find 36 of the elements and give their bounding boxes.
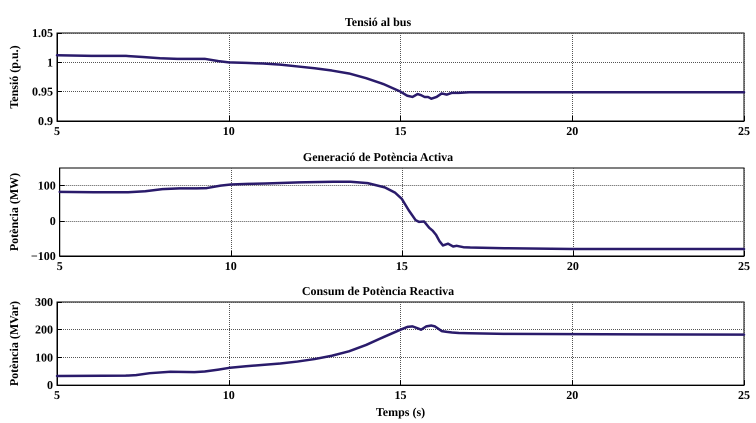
y-tick-label: 0 <box>47 378 53 392</box>
x-tick-label: 5 <box>56 259 63 273</box>
line-series <box>58 180 746 250</box>
x-tick-label: 5 <box>54 388 60 402</box>
y-tick-label: 0 <box>50 214 56 228</box>
y-tick-label: 100 <box>35 350 53 364</box>
x-tick-label: 20 <box>566 388 578 402</box>
x-tick-label: 15 <box>396 259 408 273</box>
x-tick-label: 25 <box>738 259 750 273</box>
x-tick-label: 25 <box>738 124 750 138</box>
line-series <box>56 54 746 100</box>
y-tick-label: 200 <box>35 322 53 337</box>
y-tick-label: −100 <box>30 249 56 263</box>
x-tick-label: 10 <box>222 124 235 138</box>
chart-title: Consum de Potència Reactiva <box>302 284 454 298</box>
y-tick-label: 0.95 <box>32 84 53 99</box>
x-tick-label: 20 <box>566 124 578 138</box>
x-tick-label: 10 <box>224 259 237 273</box>
x-tick-label: 15 <box>394 388 406 402</box>
y-tick-label: 300 <box>35 295 53 309</box>
y-tick-label: 100 <box>38 178 56 193</box>
x-tick-label: 5 <box>54 124 60 138</box>
x-tick-label: 10 <box>222 388 235 402</box>
y-tick-label: 0.9 <box>38 114 53 128</box>
x-tick-label: 20 <box>566 259 579 273</box>
chart-title: Tensió al bus <box>344 15 412 29</box>
x-tick-label: 25 <box>738 388 750 402</box>
y-axis-title: Tensió (p.u.) <box>7 45 21 109</box>
x-tick-label: 15 <box>394 124 406 138</box>
y-tick-label: 1.05 <box>32 26 53 40</box>
y-axis-title: Potència (MVar) <box>7 300 21 386</box>
y-axis-title: Potència (MW) <box>7 172 21 252</box>
line-series <box>56 324 746 378</box>
y-tick-label: 1 <box>47 55 53 70</box>
chart-title: Generació de Potència Activa <box>302 150 454 164</box>
x-axis-title: Temps (s) <box>376 405 426 419</box>
